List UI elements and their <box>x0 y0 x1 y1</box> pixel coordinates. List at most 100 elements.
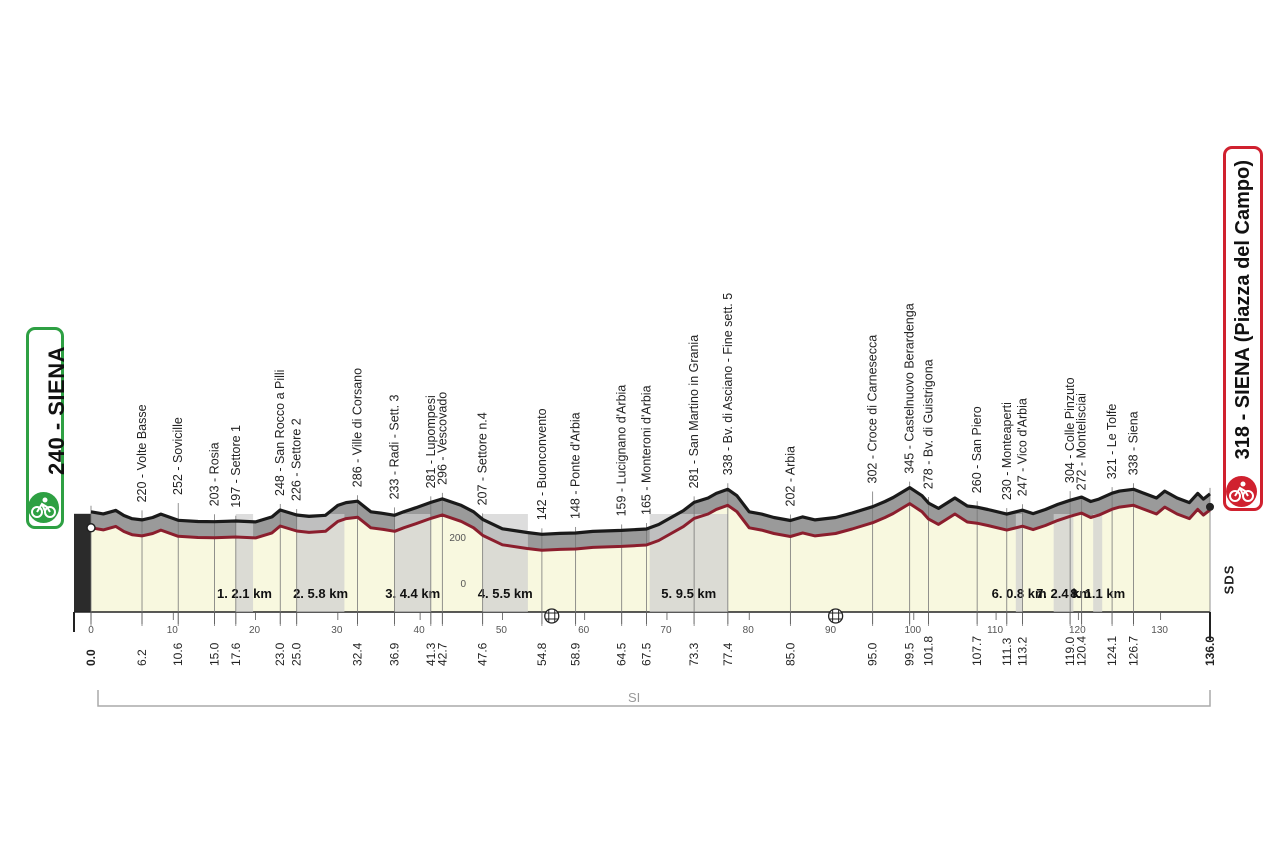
railway-crossing-icon <box>544 608 560 624</box>
waypoint-label-8: 233 - Radi - Sett. 3 <box>388 394 402 499</box>
waypoint-km-27: 124.1 <box>1105 636 1119 666</box>
waypoint-km-5: 23.0 <box>273 642 287 666</box>
waypoint-km-12: 54.8 <box>535 642 549 666</box>
waypoint-km-11: 47.6 <box>476 642 490 666</box>
waypoint-label-22: 260 - San Piero <box>970 406 984 493</box>
sector-6-band <box>1015 514 1023 612</box>
waypoint-km-21: 101.8 <box>922 636 936 666</box>
waypoint-label-28: 338 - Siena <box>1126 411 1140 475</box>
x-tick-label-6: 60 <box>578 625 590 636</box>
waypoint-km-29: 136.0 <box>1203 636 1217 666</box>
sector-8-band <box>1093 514 1103 612</box>
waypoint-lines <box>90 481 1211 626</box>
waypoint-km-18: 85.0 <box>783 642 797 666</box>
waypoint-km-19: 95.0 <box>866 642 880 666</box>
x-tick-label-12: 120 <box>1069 625 1086 636</box>
x-tick-label-9: 90 <box>825 625 837 636</box>
x-tick-label-2: 20 <box>249 625 261 636</box>
waypoint-km-25: 119.0 <box>1063 637 1077 666</box>
finish-cyclist-icon <box>1226 476 1257 507</box>
waypoint-label-26: 272 - Montelisciai <box>1075 393 1089 490</box>
waypoint-km-20: 99.5 <box>903 642 917 666</box>
x-tick-label-3: 30 <box>331 625 343 636</box>
region-bracket <box>97 690 1211 707</box>
railway-crossings <box>544 608 844 624</box>
region-label: SI <box>628 690 641 705</box>
waypoint-km-22: 107.7 <box>970 636 984 666</box>
start-label: 240 - SIENA <box>44 346 69 475</box>
waypoint-label-21: 278 - Bv. di Guistrigona <box>922 359 936 489</box>
waypoint-km-8: 36.9 <box>388 642 402 666</box>
waypoint-km-9: 41.3 <box>424 642 438 666</box>
x-tick-label-13: 130 <box>1151 625 1168 636</box>
waypoint-label-20: 345 - Castelnuovo Berardenga <box>903 303 917 473</box>
waypoint-km-10: 42.7 <box>435 642 449 666</box>
waypoint-km-17: 77.4 <box>721 642 735 666</box>
x-tick-label-8: 80 <box>743 625 755 636</box>
waypoint-label-19: 302 - Croce di Carnesecca <box>866 335 880 484</box>
waypoint-label-23: 230 - Monteaperti <box>1000 402 1014 500</box>
waypoint-km-7: 32.4 <box>351 642 365 666</box>
sector-4-label: 4. 5.5 km <box>478 586 533 601</box>
waypoint-km-14: 64.5 <box>615 642 629 666</box>
profile-lines <box>86 486 1214 552</box>
waypoint-label-10: 296 - Vescovado <box>435 392 449 485</box>
waypoint-label-7: 286 - Ville di Corsano <box>351 368 365 487</box>
profile-top-line <box>90 486 1211 536</box>
sector-7-label: 7. 2.4 km <box>1036 586 1091 601</box>
finish-label: 318 - SIENA (Piazza del Campo) <box>1232 160 1254 460</box>
x-tick-label-1: 10 <box>167 625 179 636</box>
x-tick-label-11: 110 <box>987 625 1003 636</box>
waypoint-km-23: 111.3 <box>1000 637 1014 666</box>
waypoint-km-1: 6.2 <box>135 649 149 666</box>
sector-8-label: 8. 1.1 km <box>1070 586 1125 601</box>
waypoint-km-13: 58.9 <box>569 642 583 666</box>
sector-1-label: 1. 2.1 km <box>217 586 272 601</box>
waypoint-label-6: 226 - Settore 2 <box>290 418 304 501</box>
x-tick-label-0: 0 <box>88 625 94 636</box>
waypoint-label-1: 220 - Volte Basse <box>135 404 149 502</box>
waypoint-label-9: 281 - Lupompesi <box>424 395 438 488</box>
x-tick-label-5: 50 <box>496 625 508 636</box>
x-tick-label-7: 70 <box>660 625 672 636</box>
waypoint-km-0: 0.0 <box>84 649 98 666</box>
waypoint-label-4: 197 - Settore 1 <box>229 425 243 508</box>
waypoint-label-3: 203 - Rosia <box>207 442 221 506</box>
waypoint-km-24: 113.2 <box>1015 637 1029 666</box>
sector-5-label: 5. 9.5 km <box>661 586 716 601</box>
waypoint-km-4: 17.6 <box>229 642 243 666</box>
sector-2-label: 2. 5.8 km <box>293 586 348 601</box>
sector-5-band <box>649 514 728 612</box>
waypoint-km-16: 73.3 <box>687 642 701 666</box>
start-wall <box>74 513 91 612</box>
x-tick-label-4: 40 <box>414 625 426 636</box>
start-cyclist-icon <box>28 492 59 523</box>
waypoint-label-24: 247 - Vico d'Arbia <box>1015 398 1029 496</box>
sector-3-label: 3. 4.4 km <box>385 586 440 601</box>
sector-7-band <box>1053 514 1074 612</box>
distance-axis: 0.0 6.2 10.6 15.0 17.6 23.0 25.0 32.4 36.9 41.342… <box>73 612 1217 707</box>
waypoint-label-11: 207 - Settore n.4 <box>476 412 490 505</box>
waypoint-label-2: 252 - Sovicille <box>171 417 185 495</box>
waypoint-km-15: 67.5 <box>639 642 653 666</box>
sds-watermark: SDS <box>1221 564 1237 595</box>
waypoint-label-17: 338 - Bv. di Asciano - Fine sett. 5 <box>721 293 735 476</box>
waypoint-label-12: 142 - Buonconvento <box>535 408 549 520</box>
waypoint-km-3: 15.0 <box>207 642 221 666</box>
start-marker <box>86 523 96 533</box>
waypoint-label-16: 281 - San Martino in Grania <box>687 335 701 489</box>
route-line <box>90 502 1211 552</box>
waypoint-label-15: 165 - Monteroni d'Arbia <box>639 385 653 515</box>
waypoint-label-14: 159 - Lucignano d'Arbia <box>615 385 629 517</box>
waypoint-label-5: 248 - San Rocco a Pilli <box>273 370 287 496</box>
y-label-1: 0 <box>460 579 466 590</box>
x-tick-label-10: 100 <box>904 625 921 636</box>
waypoint-label-27: 321 - Le Tolfe <box>1105 404 1119 480</box>
y-label-0: 200 <box>449 533 466 544</box>
railway-crossing-icon <box>827 608 844 624</box>
waypoint-label-13: 148 - Ponte d'Arbia <box>569 412 583 519</box>
gravel-sectors: 1. 2.1 km 2. 5.8 km 3. 4.4 km 4. 5.5 km 5. 9… <box>217 514 1125 612</box>
waypoint-labels: 220 - Volte Basse 252 - Sovicille 203 - Ro… <box>135 293 1140 521</box>
finish-panel <box>1223 146 1263 511</box>
sector-6-label: 6. 0.8 km <box>992 586 1047 601</box>
